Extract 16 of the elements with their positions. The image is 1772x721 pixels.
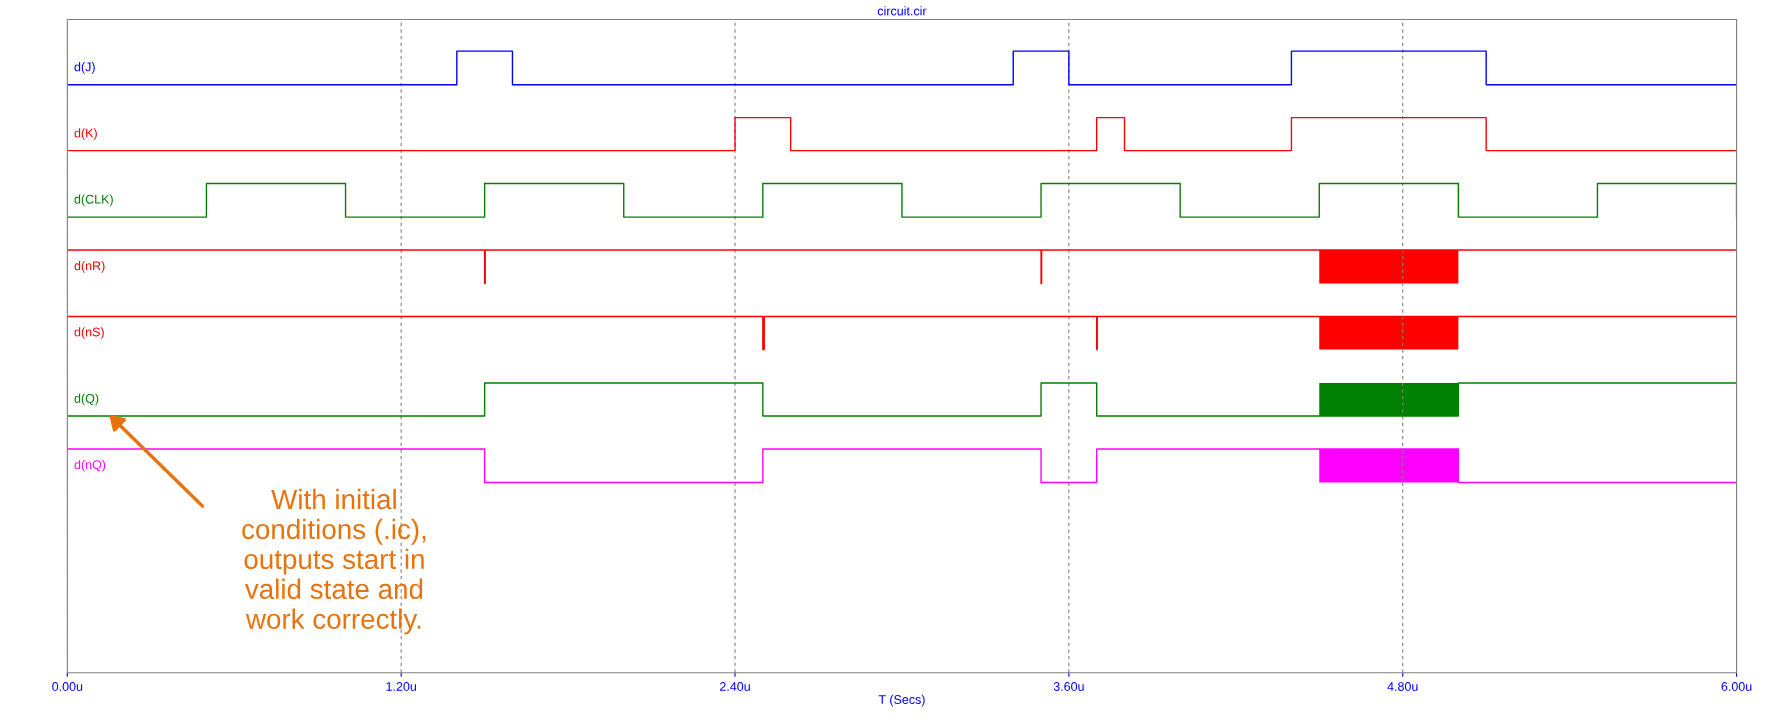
x-tick-label: 2.40u (720, 682, 750, 691)
x-tick-label: 1.20u (386, 682, 416, 691)
series-label: d(Q) (74, 393, 99, 406)
series-label: d(K) (74, 128, 97, 140)
series-label: d(nQ) (74, 459, 106, 472)
x-tick-label: 0.00u (52, 682, 83, 691)
x-tick-label: 3.60u (1053, 682, 1084, 691)
series-label: d(nR) (74, 261, 105, 273)
series-label: d(CLK) (74, 194, 113, 207)
x-tick-label: 4.80u (1387, 682, 1418, 691)
x-tick-label: 6.00u (1721, 682, 1752, 691)
series-label: d(J) (74, 62, 95, 74)
annotation: With initial conditions (.ic), outputs start in valid state and work correctly. (242, 488, 426, 635)
chart-title: circuit.cir (877, 6, 927, 16)
x-axis-title: T (Secs) (878, 694, 925, 707)
series-label: d(nS) (74, 327, 104, 339)
